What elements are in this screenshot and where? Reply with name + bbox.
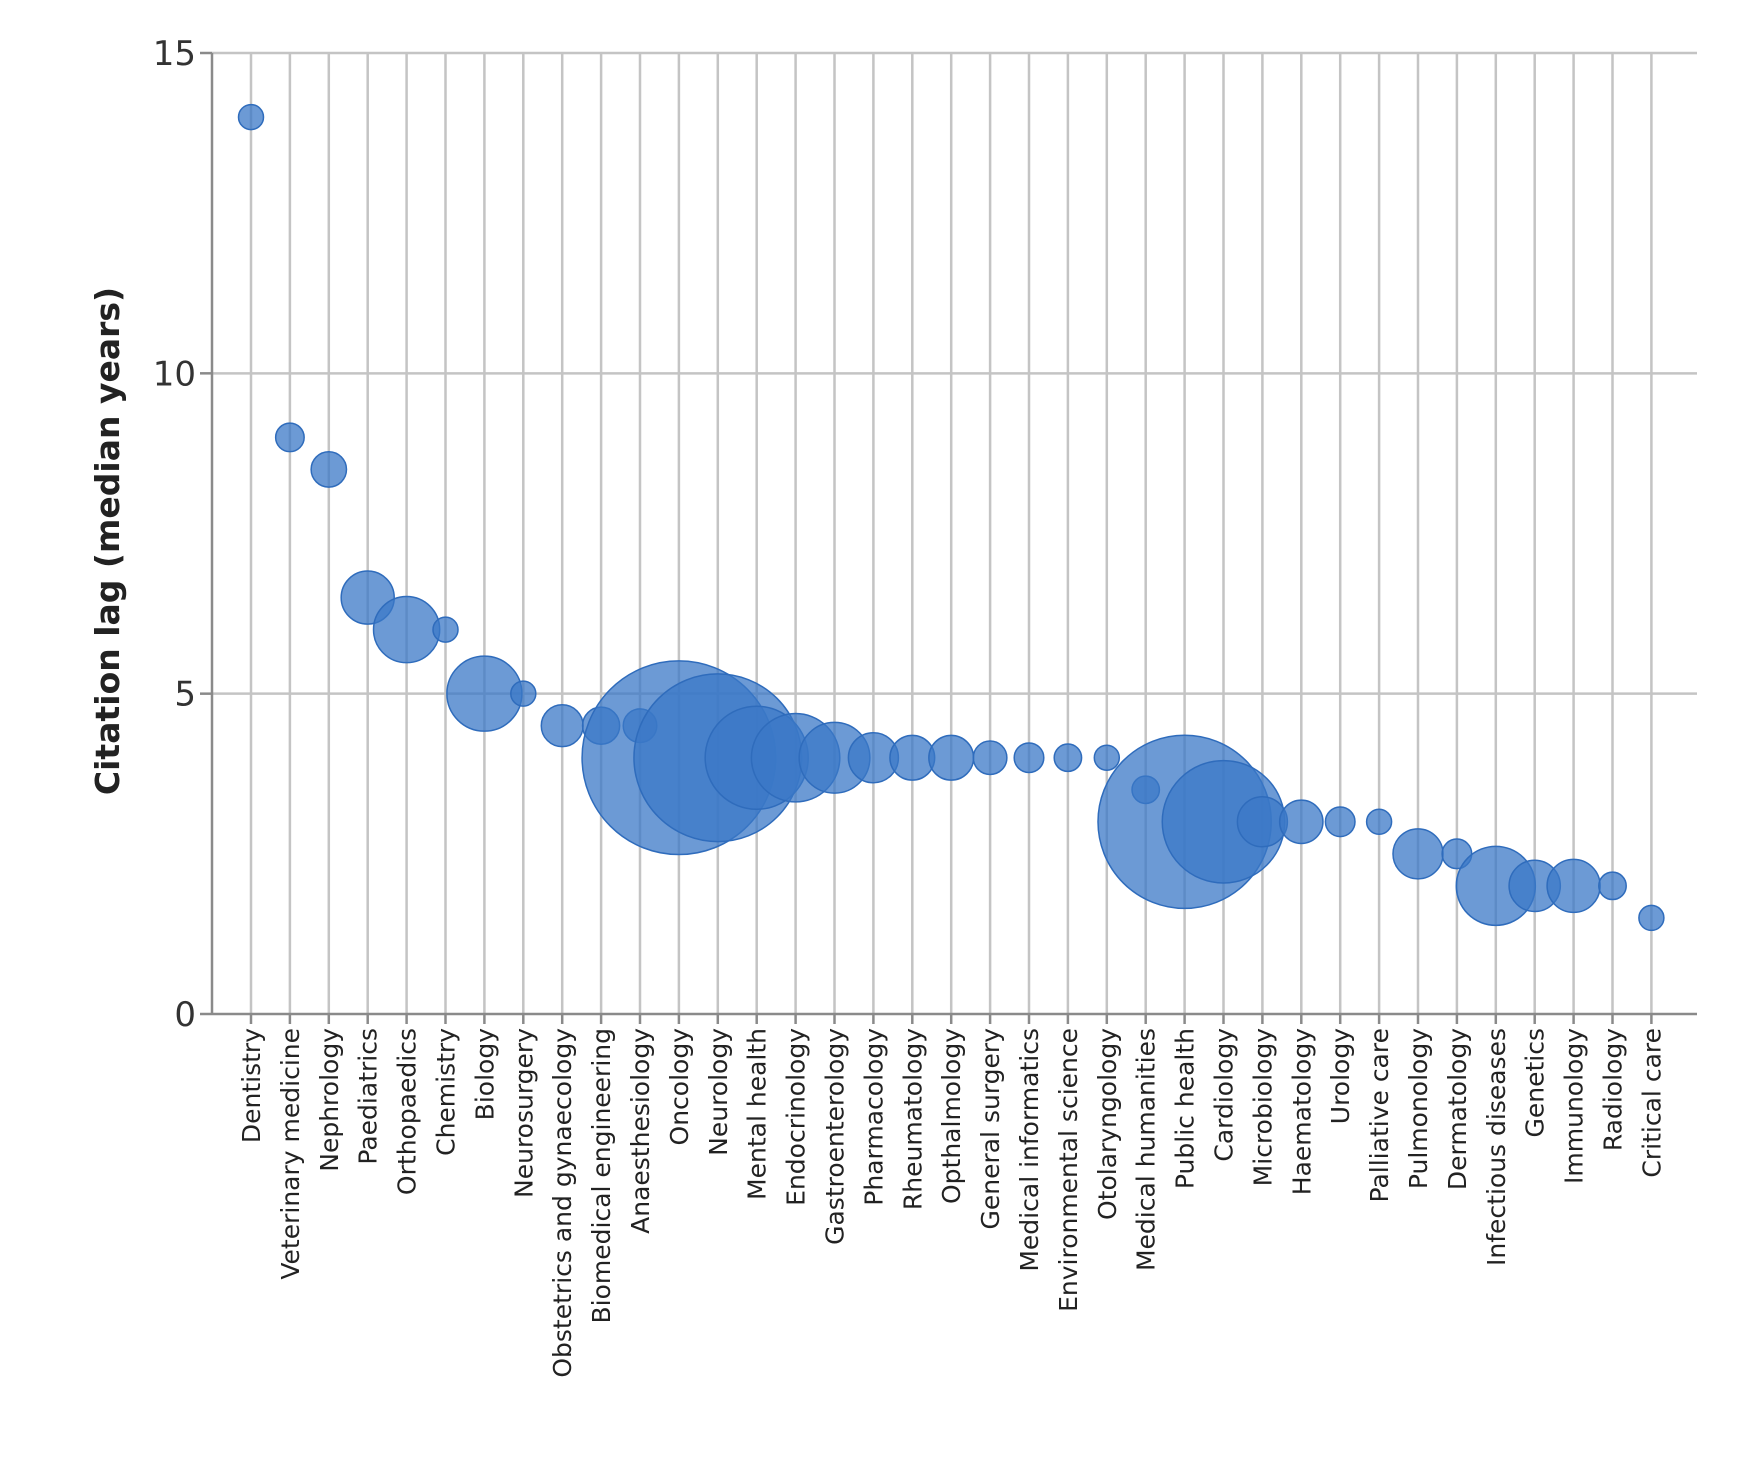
bubble-point	[1324, 806, 1356, 838]
x-tick-label: Paediatrics	[354, 1028, 383, 1165]
x-tick-label: Medical humanities	[1132, 1028, 1161, 1271]
x-tick-label: Neurosurgery	[509, 1028, 538, 1198]
bubble-point	[372, 595, 441, 664]
bubble-point	[889, 734, 936, 781]
x-tick-label: Otolaryngology	[1093, 1028, 1122, 1220]
x-tick-label: Pharmacology	[859, 1028, 888, 1206]
x-tick-label: Neurology	[704, 1028, 733, 1156]
bubble-point	[1278, 799, 1324, 845]
bubble-point	[1598, 871, 1627, 901]
bubble-point	[1013, 742, 1045, 774]
x-tick-label: Obstetrics and gynaecology	[548, 1028, 577, 1378]
x-tick-label: Radiology	[1599, 1028, 1628, 1151]
bubble-point	[928, 734, 975, 781]
tick-labels: 0 5 10 15 Dentistry Veterinary medicine Nephro…	[153, 34, 1667, 1378]
x-tick-label: Nephrology	[315, 1028, 344, 1172]
x-tick-label: Opthalmology	[937, 1028, 966, 1204]
y-tick-label: 15	[153, 34, 196, 74]
x-tick-label: Endocrinology	[782, 1028, 811, 1206]
x-tick-label: Medical informatics	[1015, 1028, 1044, 1272]
gridlines	[212, 51, 1697, 1014]
y-tick-label: 5	[174, 675, 196, 715]
bubble-point	[1392, 828, 1444, 880]
y-axis-label: Citation lag (median years)	[88, 287, 127, 795]
x-tick-label: General surgery	[976, 1028, 1005, 1230]
bubble-point	[1546, 858, 1601, 914]
x-tick-label: Haematology	[1287, 1028, 1316, 1195]
bubble-point	[274, 422, 305, 453]
x-tick-label: Palliative care	[1365, 1028, 1394, 1202]
bubble-point	[540, 704, 584, 748]
x-tick-label: Immunology	[1560, 1028, 1589, 1184]
x-tick-label: Critical care	[1637, 1028, 1666, 1178]
bubble-point	[1093, 744, 1121, 771]
bubble-point	[972, 740, 1008, 776]
x-tick-label: Infectious diseases	[1482, 1028, 1511, 1266]
x-tick-label: Dentistry	[237, 1028, 266, 1143]
bubble-point	[1638, 904, 1665, 932]
x-tick-label: Chemistry	[432, 1028, 461, 1156]
x-tick-label: Environmental science	[1054, 1028, 1083, 1312]
x-tick-label: Public health	[1171, 1028, 1200, 1189]
bubble-point	[432, 616, 459, 643]
bubble-point	[310, 451, 348, 488]
bubble-point	[1365, 808, 1393, 836]
x-tick-label: Veterinary medicine	[276, 1028, 305, 1280]
x-tick-label: Orthopaedics	[393, 1028, 422, 1195]
x-tick-label: Cardiology	[1210, 1028, 1239, 1162]
x-tick-label: Dermatology	[1443, 1028, 1472, 1190]
x-tick-label: Gastroenterology	[821, 1028, 850, 1245]
y-tick-label: 0	[174, 995, 196, 1035]
x-tick-label: Genetics	[1521, 1028, 1550, 1138]
bubble-series	[237, 103, 1665, 932]
x-tick-label: Biology	[470, 1028, 499, 1121]
x-tick-label: Oncology	[665, 1028, 694, 1146]
x-tick-label: Biomedical engineering	[587, 1028, 616, 1323]
bubble-point	[1053, 743, 1083, 773]
bubble-point	[510, 680, 537, 707]
x-tick-label: Urology	[1326, 1028, 1355, 1124]
axes	[200, 51, 1697, 1024]
x-tick-label: Microbiology	[1248, 1028, 1277, 1187]
x-tick-label: Mental health	[743, 1028, 772, 1200]
y-tick-label: 10	[153, 354, 196, 394]
x-tick-label: Pulmonology	[1404, 1028, 1433, 1189]
x-tick-label: Anaesthesiology	[626, 1028, 655, 1234]
bubble-point	[237, 103, 265, 131]
x-tick-label: Rheumatology	[898, 1028, 927, 1210]
